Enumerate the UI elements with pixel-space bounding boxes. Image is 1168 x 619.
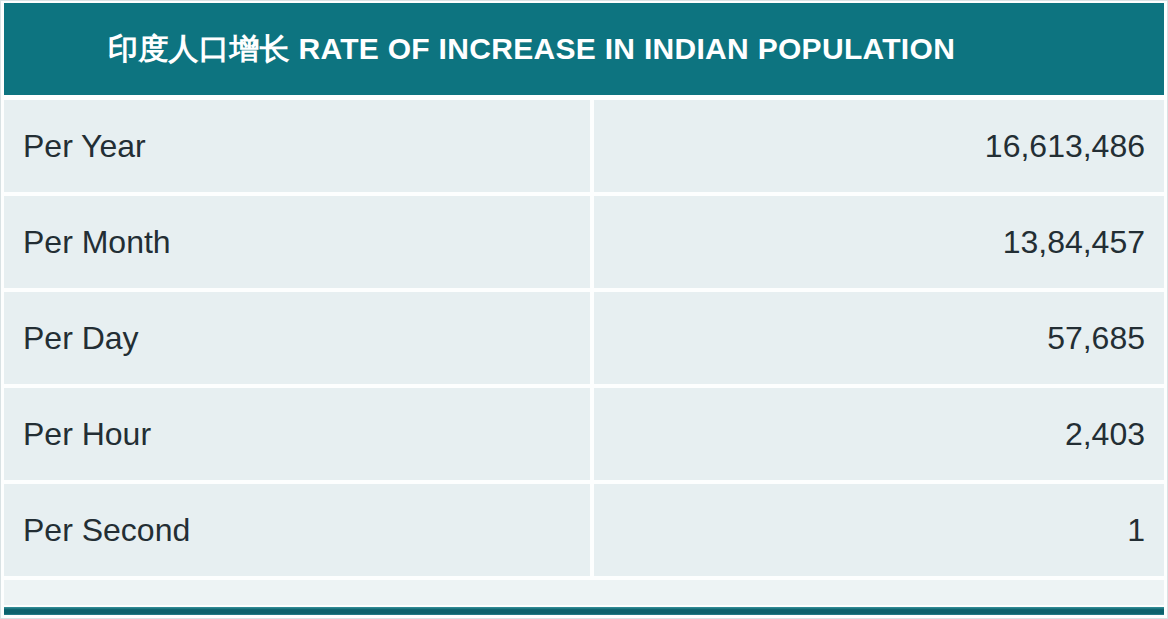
table-row: Per Year 16,613,486: [4, 100, 1164, 192]
table-header: 印度人口增长 RATE OF INCREASE IN INDIAN POPULA…: [4, 3, 1164, 95]
table-title: 印度人口增长 RATE OF INCREASE IN INDIAN POPULA…: [108, 29, 955, 70]
table-row: Per Second 1: [4, 484, 1164, 576]
row-label-per-day: Per Day: [4, 292, 590, 384]
bottom-accent-bar: [4, 607, 1164, 615]
row-value-per-hour: 2,403: [594, 388, 1164, 480]
row-label-per-hour: Per Hour: [4, 388, 590, 480]
footer-band: [4, 580, 1164, 605]
table-row: Per Hour 2,403: [4, 388, 1164, 480]
row-value-per-day: 57,685: [594, 292, 1164, 384]
row-value-per-second: 1: [594, 484, 1164, 576]
row-value-per-month: 13,84,457: [594, 196, 1164, 288]
table-row: Per Day 57,685: [4, 292, 1164, 384]
table-row: Per Month 13,84,457: [4, 196, 1164, 288]
row-value-per-year: 16,613,486: [594, 100, 1164, 192]
population-rate-table-card: 印度人口增长 RATE OF INCREASE IN INDIAN POPULA…: [0, 0, 1168, 619]
row-label-per-second: Per Second: [4, 484, 590, 576]
row-label-per-year: Per Year: [4, 100, 590, 192]
row-label-per-month: Per Month: [4, 196, 590, 288]
